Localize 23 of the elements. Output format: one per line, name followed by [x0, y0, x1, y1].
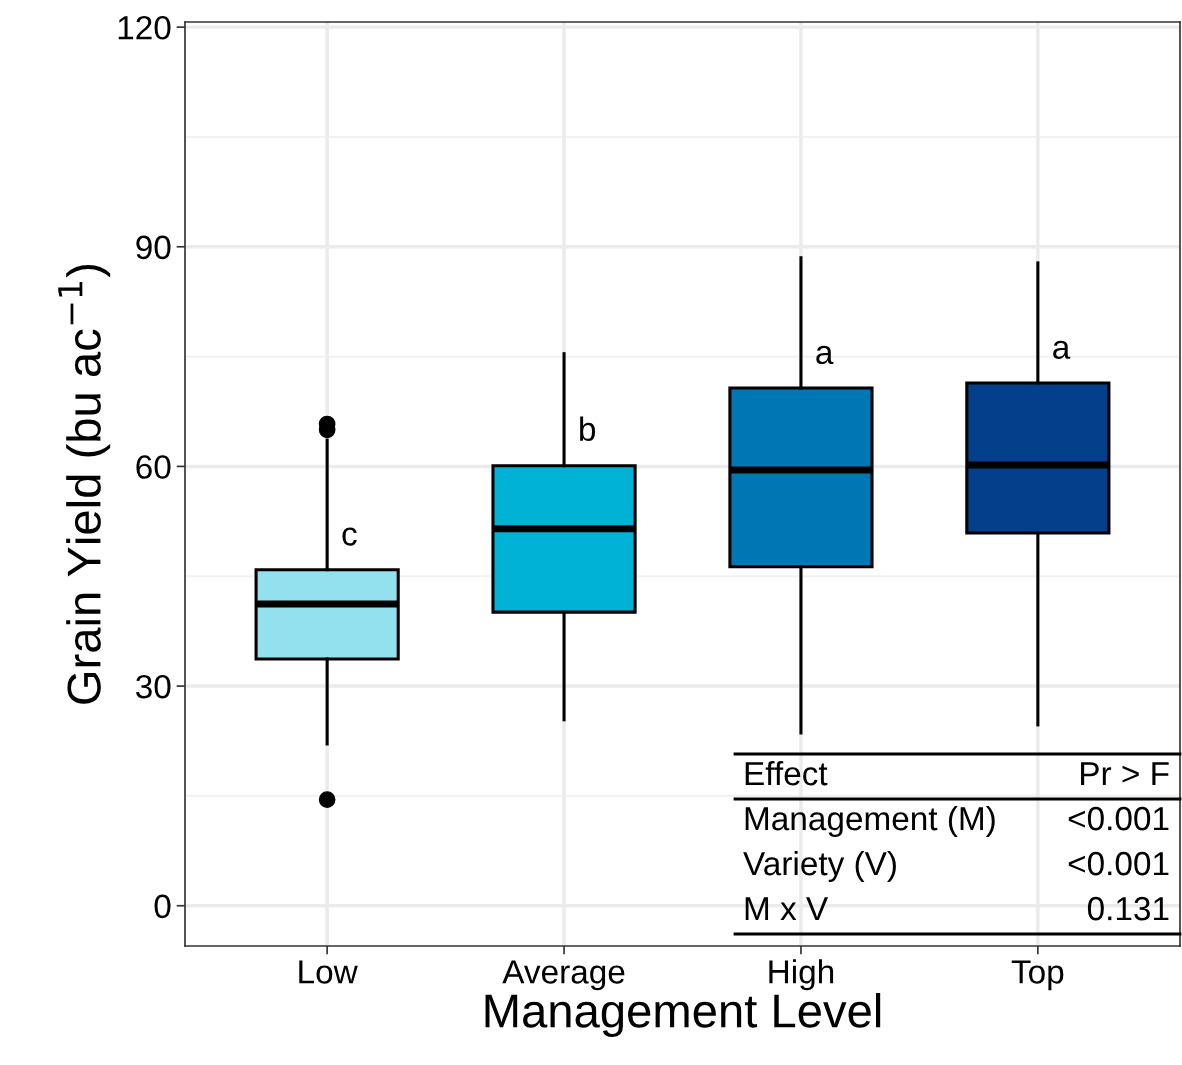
x-axis-title: Management Level: [485, 993, 881, 1038]
y-tick-label: 30: [136, 674, 171, 699]
y-tick-label: 0: [154, 894, 171, 919]
annotation: Effect: [745, 761, 828, 786]
annotation: <0.001: [1068, 851, 1169, 876]
annotation: 0.131: [1087, 896, 1169, 921]
x-tick-label: High: [769, 959, 834, 991]
annotation: Variety (V): [743, 850, 896, 883]
x-tick-label: Average: [502, 960, 625, 991]
annotation: c: [342, 527, 357, 546]
y-tick-label: 90: [136, 235, 171, 260]
y-tick-label: 120: [118, 15, 171, 40]
annotation: a: [816, 345, 834, 365]
annotation: Pr > F: [1081, 762, 1169, 786]
y-axis-title: Grain Yield (bu ac$^{−1}$): [58, 264, 111, 704]
x-tick-label: Low: [299, 960, 358, 984]
annotation: b: [580, 416, 596, 441]
y-tick-label: 60: [136, 455, 171, 479]
annotation: Management (M): [745, 805, 995, 838]
annotation: <0.001: [1068, 806, 1169, 831]
x-tick-label: Top: [1011, 960, 1064, 991]
annotation: M x V: [745, 897, 829, 921]
annotation: a: [1053, 340, 1071, 359]
